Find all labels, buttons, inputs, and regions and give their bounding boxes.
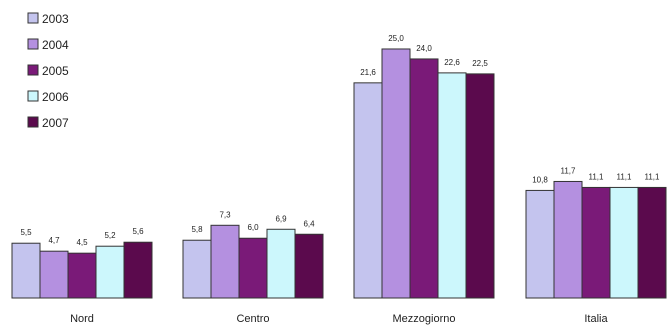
legend-label-2006: 2006 (42, 90, 69, 104)
bar-italia-2006 (609, 186, 639, 299)
data-label-nord-2004: 4,7 (48, 236, 60, 245)
legend-swatch-2003 (27, 12, 39, 24)
legend-swatch-2006 (27, 90, 39, 102)
legend-label-2003: 2003 (42, 12, 69, 26)
bar-italia-2005 (581, 186, 611, 299)
legend: 2003 2004 2005 2006 2007 (27, 12, 69, 130)
legend-swatch-2007 (27, 116, 39, 128)
data-label-mezzogiorno-2004: 25,0 (388, 34, 404, 43)
data-label-nord-2005: 4,5 (76, 238, 88, 247)
legend-label-2007: 2007 (42, 116, 69, 130)
bar-italia-2003 (525, 189, 555, 299)
bar-mezzogiorno-2004 (381, 48, 411, 299)
bar-centro-2006 (266, 228, 296, 299)
data-label-mezzogiorno-2007: 22,5 (472, 59, 488, 68)
data-labels-layer: 5,5 4,7 4,5 5,2 5,6 5,8 7,3 6,0 6,9 6,4 21,6 25,0 24… (20, 34, 660, 247)
bar-mezzogiorno-2003 (353, 82, 383, 299)
bar-italia-2007 (637, 186, 667, 299)
x-axis-labels: Nord Centro Mezzogiorno Italia (70, 313, 608, 325)
bar-centro-2005 (238, 237, 268, 299)
bar-italia-2004 (553, 180, 583, 299)
data-label-italia-2006: 11,1 (617, 172, 633, 181)
data-label-mezzogiorno-2005: 24,0 (416, 44, 432, 53)
data-label-italia-2005: 11,1 (589, 172, 605, 181)
bar-mezzogiorno-2006 (437, 72, 467, 299)
x-tick-label-nord: Nord (70, 313, 94, 325)
data-label-nord-2007: 5,6 (132, 227, 144, 236)
x-tick-label-italia: Italia (584, 313, 608, 325)
bar-nord-2004 (39, 250, 69, 299)
bar-centro-2004 (210, 224, 240, 299)
x-tick-label-centro: Centro (236, 313, 269, 325)
x-tick-label-mezzogiorno: Mezzogiorno (393, 313, 456, 325)
legend-swatch-2004 (27, 38, 39, 50)
data-label-centro-2004: 7,3 (219, 210, 231, 219)
data-label-nord-2003: 5,5 (20, 228, 32, 237)
bars-layer (11, 48, 667, 299)
data-label-italia-2007: 11,1 (645, 172, 661, 181)
bar-mezzogiorno-2007 (465, 73, 495, 299)
data-label-centro-2005: 6,0 (247, 223, 259, 232)
data-label-centro-2006: 6,9 (275, 214, 287, 223)
bar-nord-2005 (67, 252, 97, 299)
bar-nord-2006 (95, 245, 125, 299)
bar-nord-2007 (123, 241, 153, 299)
data-label-centro-2003: 5,8 (191, 225, 203, 234)
data-label-mezzogiorno-2003: 21,6 (360, 68, 376, 77)
data-label-mezzogiorno-2006: 22,6 (444, 58, 460, 67)
data-label-italia-2004: 11,7 (561, 166, 577, 175)
data-label-nord-2006: 5,2 (104, 231, 116, 240)
legend-label-2005: 2005 (42, 64, 69, 78)
legend-swatch-2005 (27, 64, 39, 76)
data-label-centro-2007: 6,4 (303, 219, 315, 228)
bar-centro-2007 (294, 233, 324, 299)
bar-centro-2003 (182, 239, 212, 299)
bar-mezzogiorno-2005 (409, 58, 439, 299)
legend-label-2004: 2004 (42, 38, 69, 52)
data-label-italia-2003: 10,8 (532, 175, 548, 184)
bar-nord-2003 (11, 242, 41, 299)
